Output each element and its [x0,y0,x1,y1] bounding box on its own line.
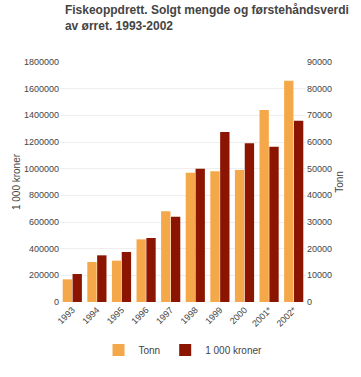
svg-text:Tonn: Tonn [334,171,345,193]
svg-text:80000: 80000 [307,84,332,94]
svg-text:1000000: 1000000 [24,164,59,174]
svg-text:1995: 1995 [105,305,126,326]
svg-text:40000: 40000 [307,190,332,200]
svg-text:2002*: 2002* [275,305,299,329]
svg-text:1994: 1994 [80,305,101,326]
svg-text:70000: 70000 [307,110,332,120]
svg-text:2000: 2000 [228,305,249,326]
svg-text:200000: 200000 [29,270,59,280]
svg-text:400000: 400000 [29,244,59,254]
svg-text:10000: 10000 [307,270,332,280]
svg-text:800000: 800000 [29,190,59,200]
svg-text:Tonn: Tonn [139,345,161,356]
svg-text:Fiskeoppdrett. Solgt mengde og: Fiskeoppdrett. Solgt mengde og førstehån… [65,3,349,33]
svg-text:1993: 1993 [56,305,77,326]
svg-text:2001*: 2001* [250,305,274,329]
svg-text:1996: 1996 [129,305,150,326]
svg-text:1200000: 1200000 [24,137,59,147]
svg-text:50000: 50000 [307,164,332,174]
svg-text:1999: 1999 [203,305,224,326]
svg-text:60000: 60000 [307,137,332,147]
svg-text:30000: 30000 [307,217,332,227]
svg-text:1400000: 1400000 [24,110,59,120]
svg-text:1600000: 1600000 [24,84,59,94]
svg-text:1998: 1998 [179,305,200,326]
svg-text:1 000 kroner: 1 000 kroner [11,153,22,210]
svg-text:1 000 kroner: 1 000 kroner [205,345,262,356]
svg-text:0: 0 [54,297,59,307]
svg-text:1997: 1997 [154,305,175,326]
svg-text:20000: 20000 [307,244,332,254]
svg-text:1800000: 1800000 [24,57,59,67]
svg-text:600000: 600000 [29,217,59,227]
svg-text:90000: 90000 [307,57,332,67]
svg-text:0: 0 [307,297,312,307]
